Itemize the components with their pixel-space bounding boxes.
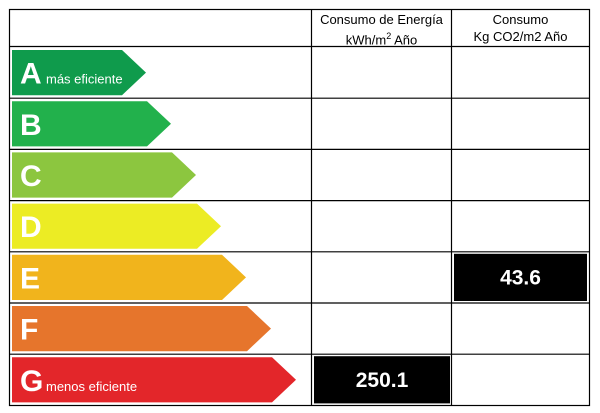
energy-class-arrow-a <box>12 50 146 96</box>
rating-value-boxes: 250.1 43.6 <box>314 253 587 404</box>
emissions-header-line2: Kg CO2/m2 Año <box>473 29 568 44</box>
energy-unit-prefix: kWh/m <box>345 32 387 48</box>
energy-class-letter-a: A <box>20 58 42 91</box>
energy-class-arrow-d <box>12 203 221 249</box>
energy-class-arrow-e <box>12 254 246 300</box>
energy-header-line2: kWh/m2 Año <box>312 28 451 48</box>
energy-class-arrow-c <box>12 152 196 198</box>
energy-class-caption: menos eficiente <box>46 379 137 394</box>
energy-class-letter-b: B <box>20 109 42 142</box>
energy-rating-value: 250.1 <box>356 369 409 392</box>
energy-class-letter-e: E <box>20 262 40 295</box>
energy-class-caption: más eficiente <box>46 72 123 87</box>
energy-unit-suffix: Año <box>391 32 418 48</box>
table-grid <box>8 8 591 407</box>
energy-header-line1: Consumo de Energía <box>320 12 443 27</box>
energy-class-letter-c: C <box>20 160 42 193</box>
energy-unit-superscript: 2 <box>386 31 392 41</box>
emissions-header-line1: Consumo <box>492 12 549 27</box>
emissions-header: Consumo Kg CO2/m2 Año <box>452 11 589 45</box>
energy-rating-box <box>314 356 450 404</box>
energy-class-arrow-b <box>12 101 171 147</box>
energy-class-arrow-f <box>12 306 271 352</box>
table-border <box>8 8 591 407</box>
energy-class-letter-f: F <box>20 314 38 347</box>
emissions-rating-box <box>454 253 587 301</box>
energy-class-letter-d: D <box>20 211 42 244</box>
energy-class-letter-g: G <box>20 365 43 398</box>
energy-consumption-header: Consumo de Energía kWh/m2 Año <box>312 11 451 48</box>
energy-class-arrow-g <box>12 357 296 403</box>
emissions-rating-value: 43.6 <box>500 266 541 289</box>
